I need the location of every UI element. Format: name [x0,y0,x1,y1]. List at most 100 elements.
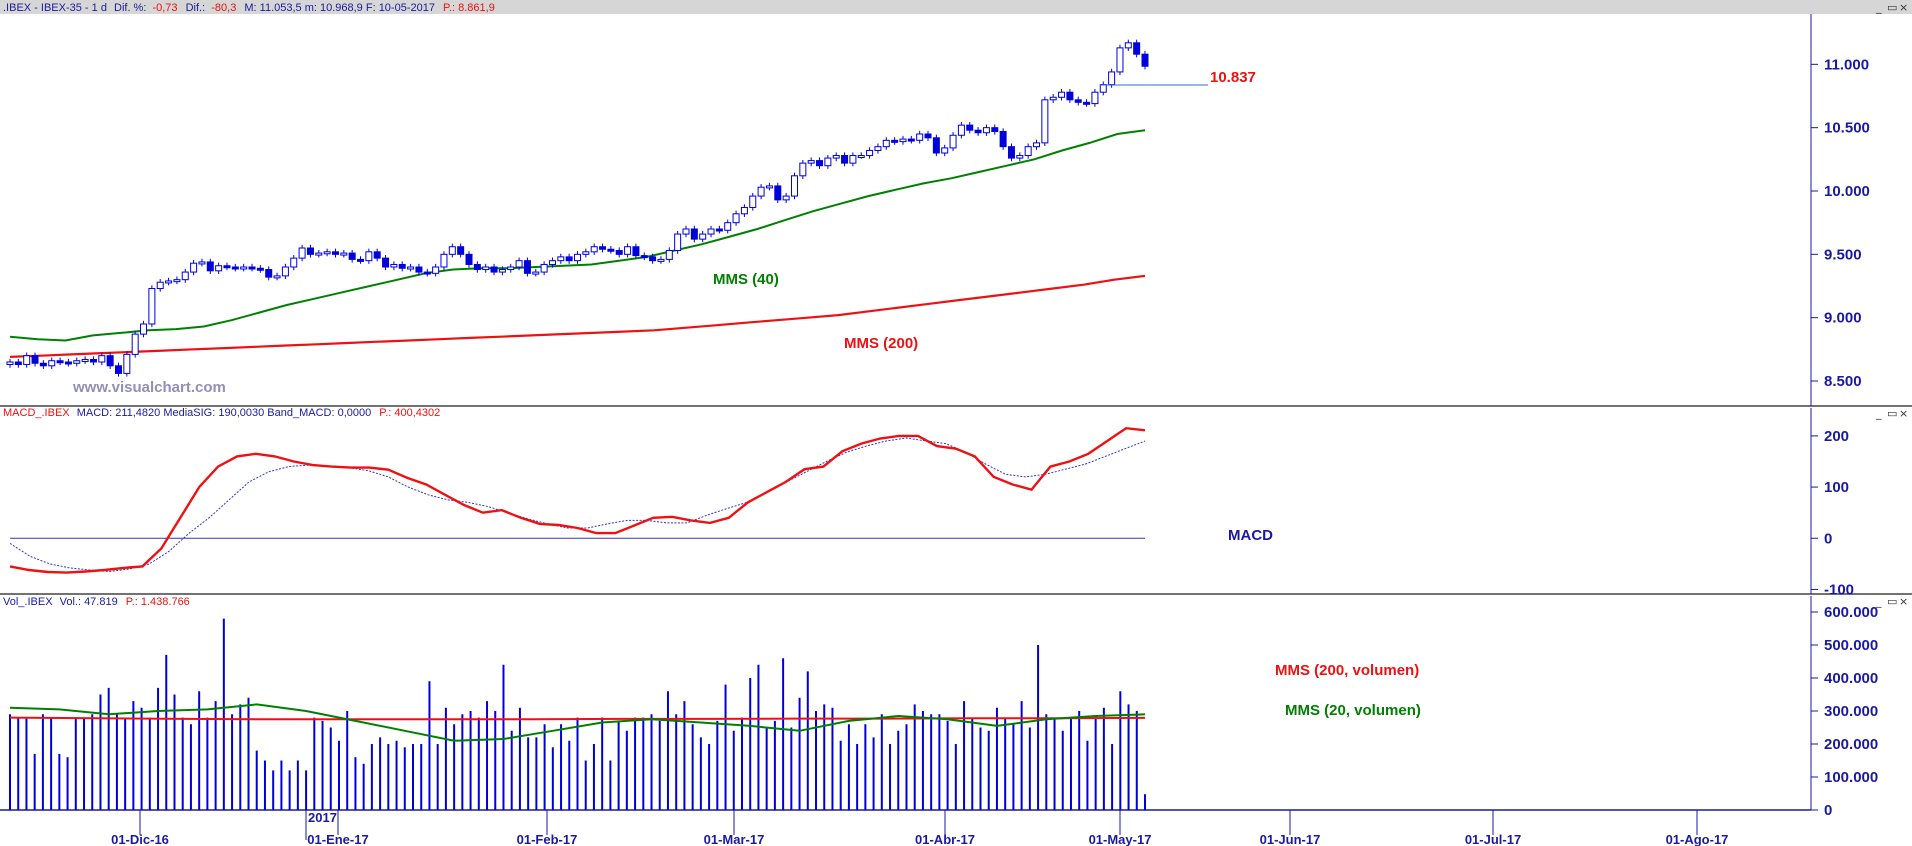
candle-body [1124,42,1132,49]
mms200-label: MMS (200) [844,335,918,352]
candle-body [223,265,231,269]
vol-mms200-line [9,716,1146,721]
candle-body [507,266,515,271]
volume-header-p: P.: 1.438.766 [126,596,190,608]
candle-body [949,134,957,149]
macd-header-name: MACD_.IBEX [3,407,70,419]
volume-close-button[interactable]: × [1899,595,1908,608]
candle-body [607,248,615,252]
vol-mms200-label: MMS (200, volumen) [1275,662,1419,679]
candle-body [1066,91,1074,101]
candle-body [1007,146,1015,159]
candle-body [574,253,581,262]
candle-body [373,251,381,259]
candle-body [1049,96,1057,101]
candle-body [1141,53,1149,67]
candle-body [790,175,798,197]
candle-body [390,263,398,268]
candle-body [866,149,874,157]
volume-window-buttons: _ ▭ × [1875,595,1908,608]
volume-restore-button[interactable]: ▭ [1887,595,1897,608]
candle-body [357,258,365,262]
candle-body [1099,84,1107,93]
candle-body [306,247,314,255]
macd-close-button[interactable]: × [1899,407,1908,420]
candle-body [482,266,490,271]
price-y-tick-label-4: 10.500 [1824,120,1870,137]
candle-body [206,261,214,272]
candle-body [707,228,715,235]
candle-body [732,213,740,224]
candle-body [632,246,640,257]
candle-body [715,228,723,232]
candle-body [448,246,456,255]
candle-body [490,266,498,273]
candle-body [924,133,932,139]
volume-average-lines [9,703,1146,742]
candle-body [465,253,473,265]
price-restore-button[interactable]: ▭ [1887,1,1897,14]
price-header-rest: M: 11.053,5 m: 10.968,9 F: 10-05-2017 [244,2,435,14]
candle-body [832,155,840,159]
candle-body [323,251,331,255]
candle-body [799,162,807,177]
volume-y-tick-label-6: 0 [1824,802,1832,819]
candle-body [899,138,907,143]
candle-body [841,155,849,164]
candle-body [774,185,782,201]
volume-y-tick-label-5: 100.000 [1824,769,1878,786]
candle-body [657,258,665,262]
price-minimize-button[interactable]: _ [1875,1,1882,14]
candle-body [56,360,64,364]
candle-body [331,251,339,255]
volume-y-tick-label-1: 500.000 [1824,637,1878,654]
candle-body [415,266,423,273]
candle-body [1024,146,1032,157]
last-level-label: 10.837 [1210,69,1256,86]
price-window-buttons: _ ▭ × [1875,1,1908,14]
candle-body [123,353,131,374]
price-y-tick-label-0: 8.500 [1824,373,1862,390]
candle-body [757,186,765,197]
candle-body [348,252,356,260]
candle-body [682,228,690,235]
candle-body [1074,99,1082,103]
candle-body [690,228,698,240]
candle-body [173,279,181,283]
candle-body [256,267,264,271]
candle-body [916,133,924,141]
candle-body [941,147,949,154]
candle-body [31,355,39,364]
volume-minimize-button[interactable]: _ [1875,595,1882,608]
macd-header-p: P.: 400,4302 [379,407,440,419]
macd-y-tick-label-3: -100 [1824,581,1854,598]
candle-body [398,263,406,269]
candle-body [882,139,890,148]
candle-body [156,281,164,290]
candle-body [532,271,540,275]
candle-body [23,355,31,366]
macd-minimize-button[interactable]: _ [1875,407,1882,420]
candle-body [14,361,22,366]
candle-body [565,256,573,262]
price-y-tick-labels: 8.500 9.000 9.500 10.000 10.500 11.000 [1811,56,1870,390]
macd-y-tick-labels: 200 100 0 -100 [1811,428,1854,598]
candle-body [1041,99,1049,144]
x-tick-label-6: 01-Jun-17 [1260,832,1321,846]
price-close-button[interactable]: × [1899,1,1908,14]
volume-y-tick-label-0: 600.000 [1824,604,1878,621]
macd-window-buttons: _ ▭ × [1875,407,1908,420]
candle-body [749,195,757,208]
macd-header: MACD_.IBEX MACD: 211,4820 MediaSIG: 190,… [3,407,440,419]
candle-body [473,263,481,271]
volume-header-rest: Vol.: 47.819 [60,596,118,608]
candle-body [624,246,632,255]
vol-mms20-label: MMS (20, volumen) [1285,702,1421,719]
x-tick-label-5: 01-May-17 [1089,832,1152,846]
x-axis-ticks: 01-Dic-16 01-Ene-17 01-Feb-17 01-Mar-17 01-A… [111,810,1728,846]
candle-body [290,257,298,268]
candle-body [1058,91,1066,98]
candle-body [365,251,373,262]
macd-restore-button[interactable]: ▭ [1887,407,1897,420]
candle-body [824,157,832,167]
